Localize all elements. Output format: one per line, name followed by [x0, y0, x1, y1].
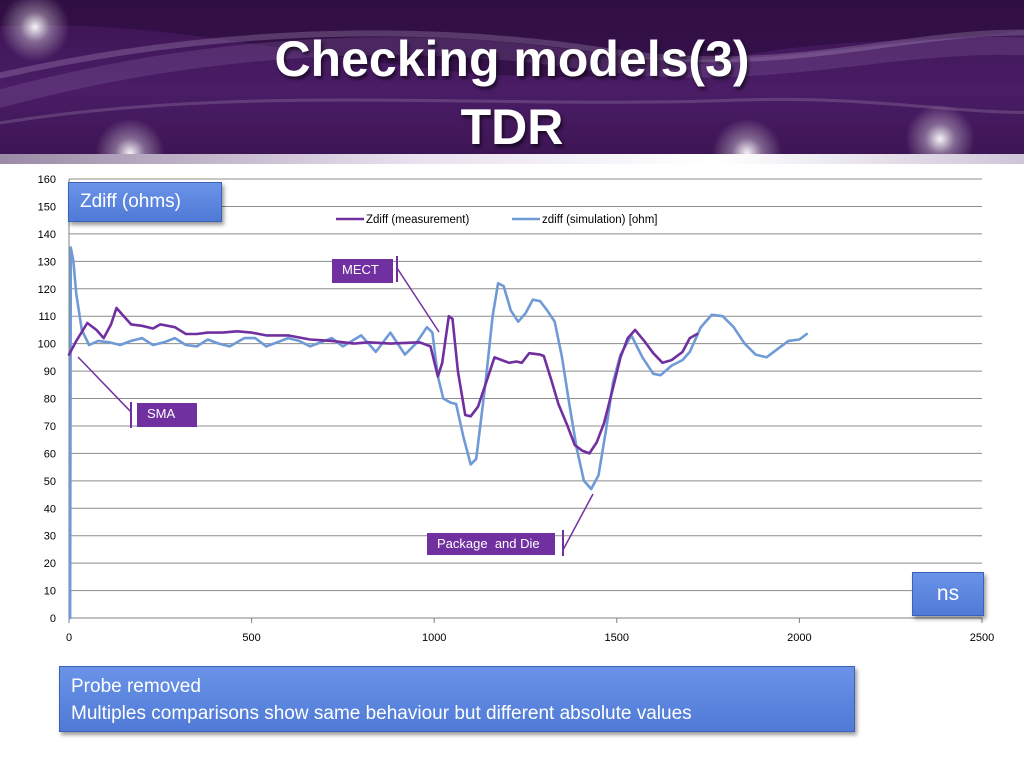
y-tick-label: 100	[38, 339, 56, 351]
slide-title-line1: Checking models(3)	[274, 31, 750, 87]
y-tick-label: 60	[44, 448, 56, 460]
y-tick-label: 50	[44, 476, 56, 488]
legend-label-measurement: Zdiff (measurement)	[366, 214, 469, 226]
x-tick-label: 500	[242, 632, 260, 644]
chart-y-ticks: 0 10 20 30 40 50 60 70 80 90 100 110 120 130 140 150 160	[38, 174, 56, 625]
y-tick-label: 10	[44, 586, 56, 598]
chart-series-lines	[67, 246, 808, 620]
y-tick-label: 130	[38, 256, 56, 268]
x-tick-label: 2500	[970, 632, 994, 644]
x-tick-label: 0	[66, 632, 72, 644]
y-tick-label: 30	[44, 531, 56, 543]
banner-wave-decoration	[0, 0, 1024, 125]
note-box: Probe removed Multiples comparisons show…	[59, 666, 855, 732]
y-tick-label: 150	[38, 201, 56, 213]
banner-glow-left	[0, 0, 70, 62]
tdr-line-chart: 0 10 20 30 40 50 60 70 80 90 100 110 120 130 140 150 160…	[38, 174, 995, 644]
y-tick-label: 0	[50, 613, 56, 625]
x-axis-unit-box: ns	[912, 572, 984, 616]
chart-x-ticks: 0 500 1000 1500 2000 2500	[66, 618, 994, 644]
measurement-series-line	[67, 306, 699, 455]
x-tick-label: 1000	[422, 632, 446, 644]
title-banner: Checking models(3) TDR	[0, 0, 1024, 162]
legend-label-simulation: zdiff (simulation) [ohm]	[542, 214, 657, 226]
x-tick-label: 2000	[787, 632, 811, 644]
callout-sma: SMA	[137, 403, 197, 427]
y-tick-label: 110	[38, 311, 56, 323]
mect-leader-line	[396, 267, 440, 333]
x-tick-label: 1500	[605, 632, 629, 644]
callout-mect: MECT	[332, 259, 393, 283]
y-tick-label: 90	[44, 366, 56, 378]
y-tick-label: 20	[44, 558, 56, 570]
y-tick-label: 160	[38, 174, 56, 186]
note-line-2: Multiples comparisons show same behaviou…	[71, 703, 692, 724]
y-axis-unit-box: Zdiff (ohms)	[68, 182, 222, 222]
sma-leader-line	[77, 356, 132, 413]
y-tick-label: 40	[44, 503, 56, 515]
y-tick-label: 120	[38, 284, 56, 296]
callout-leader-lines	[77, 256, 594, 556]
banner-bottom-band	[0, 154, 1024, 164]
simulation-series-line	[68, 246, 808, 620]
y-tick-label: 70	[44, 421, 56, 433]
callout-package-and-die: Package and Die	[427, 533, 555, 555]
chart-legend: Zdiff (measurement) zdiff (simulation) [o…	[336, 214, 657, 226]
banner-glow-far-right	[905, 104, 975, 162]
y-tick-label: 80	[44, 394, 56, 406]
package-leader-line	[562, 493, 594, 551]
slide-title-line2: TDR	[460, 99, 564, 155]
y-tick-label: 140	[38, 229, 56, 241]
note-line-1: Probe removed	[71, 676, 201, 697]
